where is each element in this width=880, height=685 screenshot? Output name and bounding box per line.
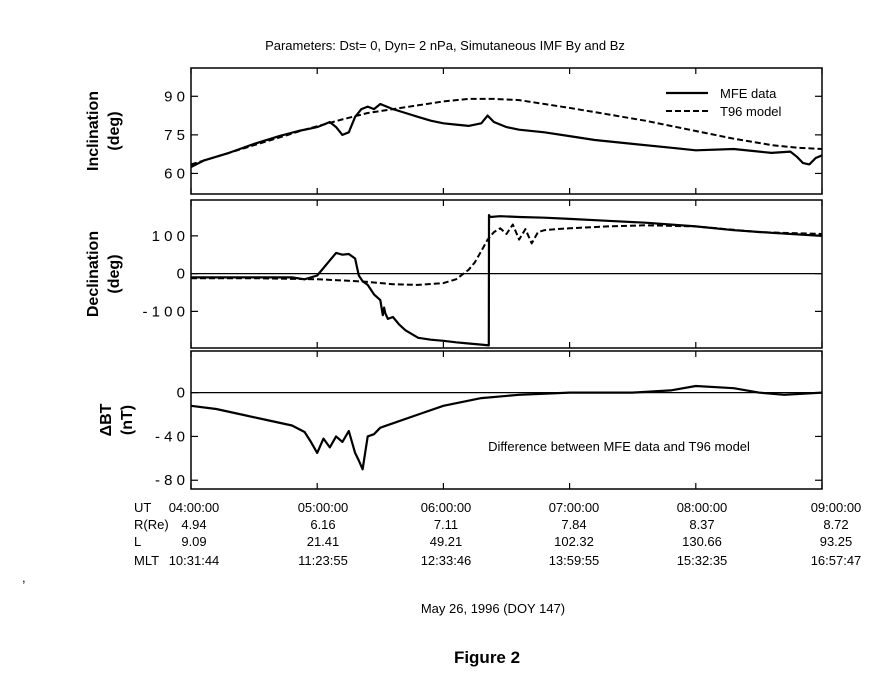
delta-bt-ylabel: (nT) <box>119 405 136 435</box>
orbit-cell: 130.66 <box>682 534 722 549</box>
orbit-row-label: L <box>134 534 141 549</box>
inclination-frame <box>190 67 823 195</box>
inclination-ytick-label: 9 0 <box>164 88 185 105</box>
orbit-cell: 09:00:00 <box>811 500 862 515</box>
figure-caption: Figure 2 <box>454 648 520 667</box>
orbit-table: UT 04:00:00 05:00:00 06:00:00 07:00:00 08:00:… <box>134 500 861 568</box>
orbit-cell: 9.09 <box>181 534 206 549</box>
inclination-ytick-label: 7 5 <box>164 127 185 144</box>
orbit-cell: 21.41 <box>307 534 340 549</box>
declination-ylabel: (deg) <box>106 254 123 293</box>
inclination-ylabel: (deg) <box>106 111 123 150</box>
orbit-cell: 04:00:00 <box>169 500 220 515</box>
delta-bt-series-mfe <box>190 384 823 471</box>
figure-header: Parameters: Dst= 0, Dyn= 2 nPa, Simutane… <box>265 38 625 53</box>
orbit-cell: 12:33:46 <box>421 553 472 568</box>
delta-bt-panel: 0 - 4 0 - 8 0 ΔBT (nT) <box>98 350 823 490</box>
legend-label-t96: T96 model <box>720 104 782 119</box>
legend: MFE data T96 model <box>666 86 782 119</box>
orbit-row-label: R(Re) <box>134 517 169 532</box>
declination-series-t96 <box>191 223 823 286</box>
declination-series-mfe <box>191 214 823 347</box>
orbit-cell: 13:59:55 <box>549 553 600 568</box>
orbit-cell: 49.21 <box>430 534 463 549</box>
orbit-cell: 93.25 <box>820 534 853 549</box>
orbit-cell: 102.32 <box>554 534 594 549</box>
declination-ylabel: Declination <box>85 231 102 317</box>
inclination-panel: 9 0 7 5 6 0 Inclination (deg) <box>85 67 823 195</box>
orbit-cell: 8.37 <box>689 517 714 532</box>
stray-mark: , <box>22 570 26 585</box>
declination-panel: 1 0 0 0 - 1 0 0 Declination (deg) <box>85 199 823 349</box>
orbit-cell: 8.72 <box>823 517 848 532</box>
inclination-ylabel: Inclination <box>85 91 102 171</box>
orbit-cell: 7.11 <box>434 517 458 532</box>
inclination-series-mfe <box>190 102 823 168</box>
delta-bt-ytick-label: 0 <box>177 385 185 402</box>
declination-ytick-label: - 1 0 0 <box>142 303 185 320</box>
delta-bt-frame <box>190 350 823 490</box>
delta-bt-ytick-label: - 4 0 <box>155 428 185 445</box>
orbit-row-label: MLT <box>134 553 159 568</box>
orbit-cell: 08:00:00 <box>677 500 728 515</box>
orbit-cell: 05:00:00 <box>298 500 349 515</box>
orbit-cell: 4.94 <box>181 517 206 532</box>
orbit-cell: 06:00:00 <box>421 500 472 515</box>
orbit-cell: 7.84 <box>561 517 586 532</box>
orbit-cell: 16:57:47 <box>811 553 862 568</box>
inclination-ytick-label: 6 0 <box>164 165 185 182</box>
orbit-cell: 6.16 <box>310 517 335 532</box>
orbit-cell: 10:31:44 <box>169 553 220 568</box>
orbit-cell: 15:32:35 <box>677 553 728 568</box>
orbit-cell: 11:23:55 <box>298 553 348 568</box>
legend-label-mfe: MFE data <box>720 86 777 101</box>
declination-ytick-label: 1 0 0 <box>152 228 185 245</box>
delta-bt-ylabel: ΔBT <box>98 403 115 436</box>
difference-annotation: Difference between MFE data and T96 mode… <box>488 439 750 454</box>
delta-bt-ytick-label: - 8 0 <box>155 472 185 489</box>
orbit-row-label: UT <box>134 500 151 515</box>
declination-ytick-label: 0 <box>177 266 185 283</box>
date-label: May 26, 1996 (DOY 147) <box>421 601 565 616</box>
orbit-cell: 07:00:00 <box>549 500 600 515</box>
inclination-series-t96 <box>190 97 823 166</box>
